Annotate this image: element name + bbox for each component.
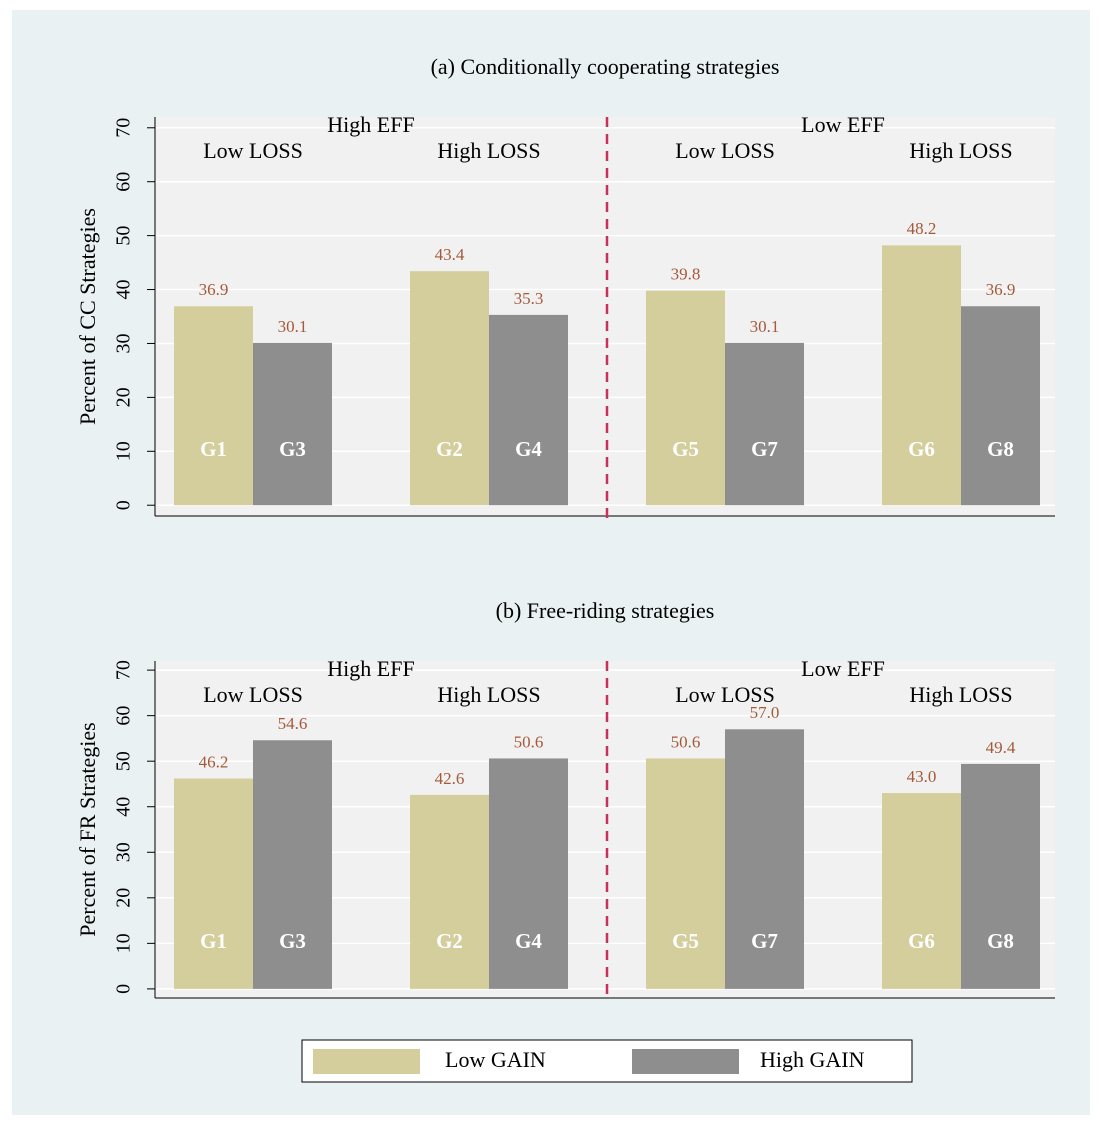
value-label: 36.9 [199, 280, 229, 299]
bar [882, 245, 961, 506]
bar-label: G7 [751, 437, 778, 461]
legend-label: High GAIN [760, 1047, 865, 1072]
chart-title: (a) Conditionally cooperating strategies [431, 54, 780, 79]
category-label: Low LOSS [203, 682, 303, 707]
value-label: 48.2 [907, 219, 937, 238]
bar [725, 342, 804, 506]
bar-label: G2 [436, 437, 463, 461]
value-label: 42.6 [435, 769, 465, 788]
bar-label: G8 [987, 437, 1014, 461]
category-label: High LOSS [437, 682, 540, 707]
bar-label: G1 [200, 929, 227, 953]
panel-label: Low EFF [801, 656, 885, 681]
bar-label: G6 [908, 929, 935, 953]
y-tick-label: 60 [113, 172, 135, 192]
bar [253, 740, 332, 989]
bar [961, 306, 1040, 506]
bar [174, 306, 253, 506]
y-axis-label: Percent of FR Strategies [75, 722, 100, 936]
y-tick-label: 20 [113, 387, 135, 407]
panel-label: High EFF [327, 656, 414, 681]
category-label: High LOSS [909, 682, 1012, 707]
category-label: Low LOSS [203, 138, 303, 163]
bar-label: G6 [908, 437, 935, 461]
value-label: 50.6 [671, 732, 701, 751]
value-label: 30.1 [278, 317, 308, 336]
legend-label: Low GAIN [445, 1047, 546, 1072]
bar-label: G3 [279, 929, 306, 953]
category-label: Low LOSS [675, 138, 775, 163]
bar-label: G8 [987, 929, 1014, 953]
value-label: 43.4 [435, 245, 465, 264]
bar-label: G4 [515, 437, 542, 461]
bar [410, 794, 489, 989]
bar [725, 729, 804, 989]
value-label: 39.8 [671, 265, 701, 284]
bar [646, 758, 725, 989]
value-label: 35.3 [514, 289, 544, 308]
bar-label: G2 [436, 929, 463, 953]
bar [489, 758, 568, 989]
bar-label: G5 [672, 437, 699, 461]
panel-label: Low EFF [801, 112, 885, 137]
bar-label: G1 [200, 437, 227, 461]
y-tick-label: 30 [113, 842, 135, 862]
bar [882, 793, 961, 989]
value-label: 54.6 [278, 714, 308, 733]
value-label: 49.4 [986, 738, 1016, 757]
y-tick-label: 0 [113, 984, 135, 994]
panel-label: High EFF [327, 112, 414, 137]
y-tick-label: 70 [113, 118, 135, 138]
bar [253, 342, 332, 506]
bar [961, 763, 1040, 989]
y-tick-label: 60 [113, 706, 135, 726]
bar [489, 314, 568, 506]
bar-label: G7 [751, 929, 778, 953]
y-tick-label: 20 [113, 888, 135, 908]
chart-title: (b) Free-riding strategies [496, 598, 715, 623]
bar [410, 271, 489, 506]
bar-label: G3 [279, 437, 306, 461]
y-tick-label: 50 [113, 751, 135, 771]
y-tick-label: 70 [113, 660, 135, 680]
category-label: High LOSS [437, 138, 540, 163]
y-tick-label: 0 [113, 500, 135, 510]
legend-swatch [313, 1049, 420, 1074]
value-label: 43.0 [907, 767, 937, 786]
category-label: High LOSS [909, 138, 1012, 163]
value-label: 57.0 [750, 703, 780, 722]
bar-label: G4 [515, 929, 542, 953]
bar-label: G5 [672, 929, 699, 953]
bar [646, 290, 725, 506]
bar [174, 778, 253, 989]
value-label: 46.2 [199, 752, 229, 771]
value-label: 36.9 [986, 280, 1016, 299]
y-tick-label: 50 [113, 226, 135, 246]
y-tick-label: 40 [113, 280, 135, 300]
y-tick-label: 30 [113, 333, 135, 353]
legend-swatch [632, 1049, 739, 1074]
category-label: Low LOSS [675, 682, 775, 707]
y-axis-label: Percent of CC Strategies [75, 208, 100, 425]
value-label: 30.1 [750, 317, 780, 336]
y-tick-label: 10 [113, 933, 135, 953]
value-label: 50.6 [514, 732, 544, 751]
y-tick-label: 10 [113, 441, 135, 461]
y-tick-label: 40 [113, 797, 135, 817]
